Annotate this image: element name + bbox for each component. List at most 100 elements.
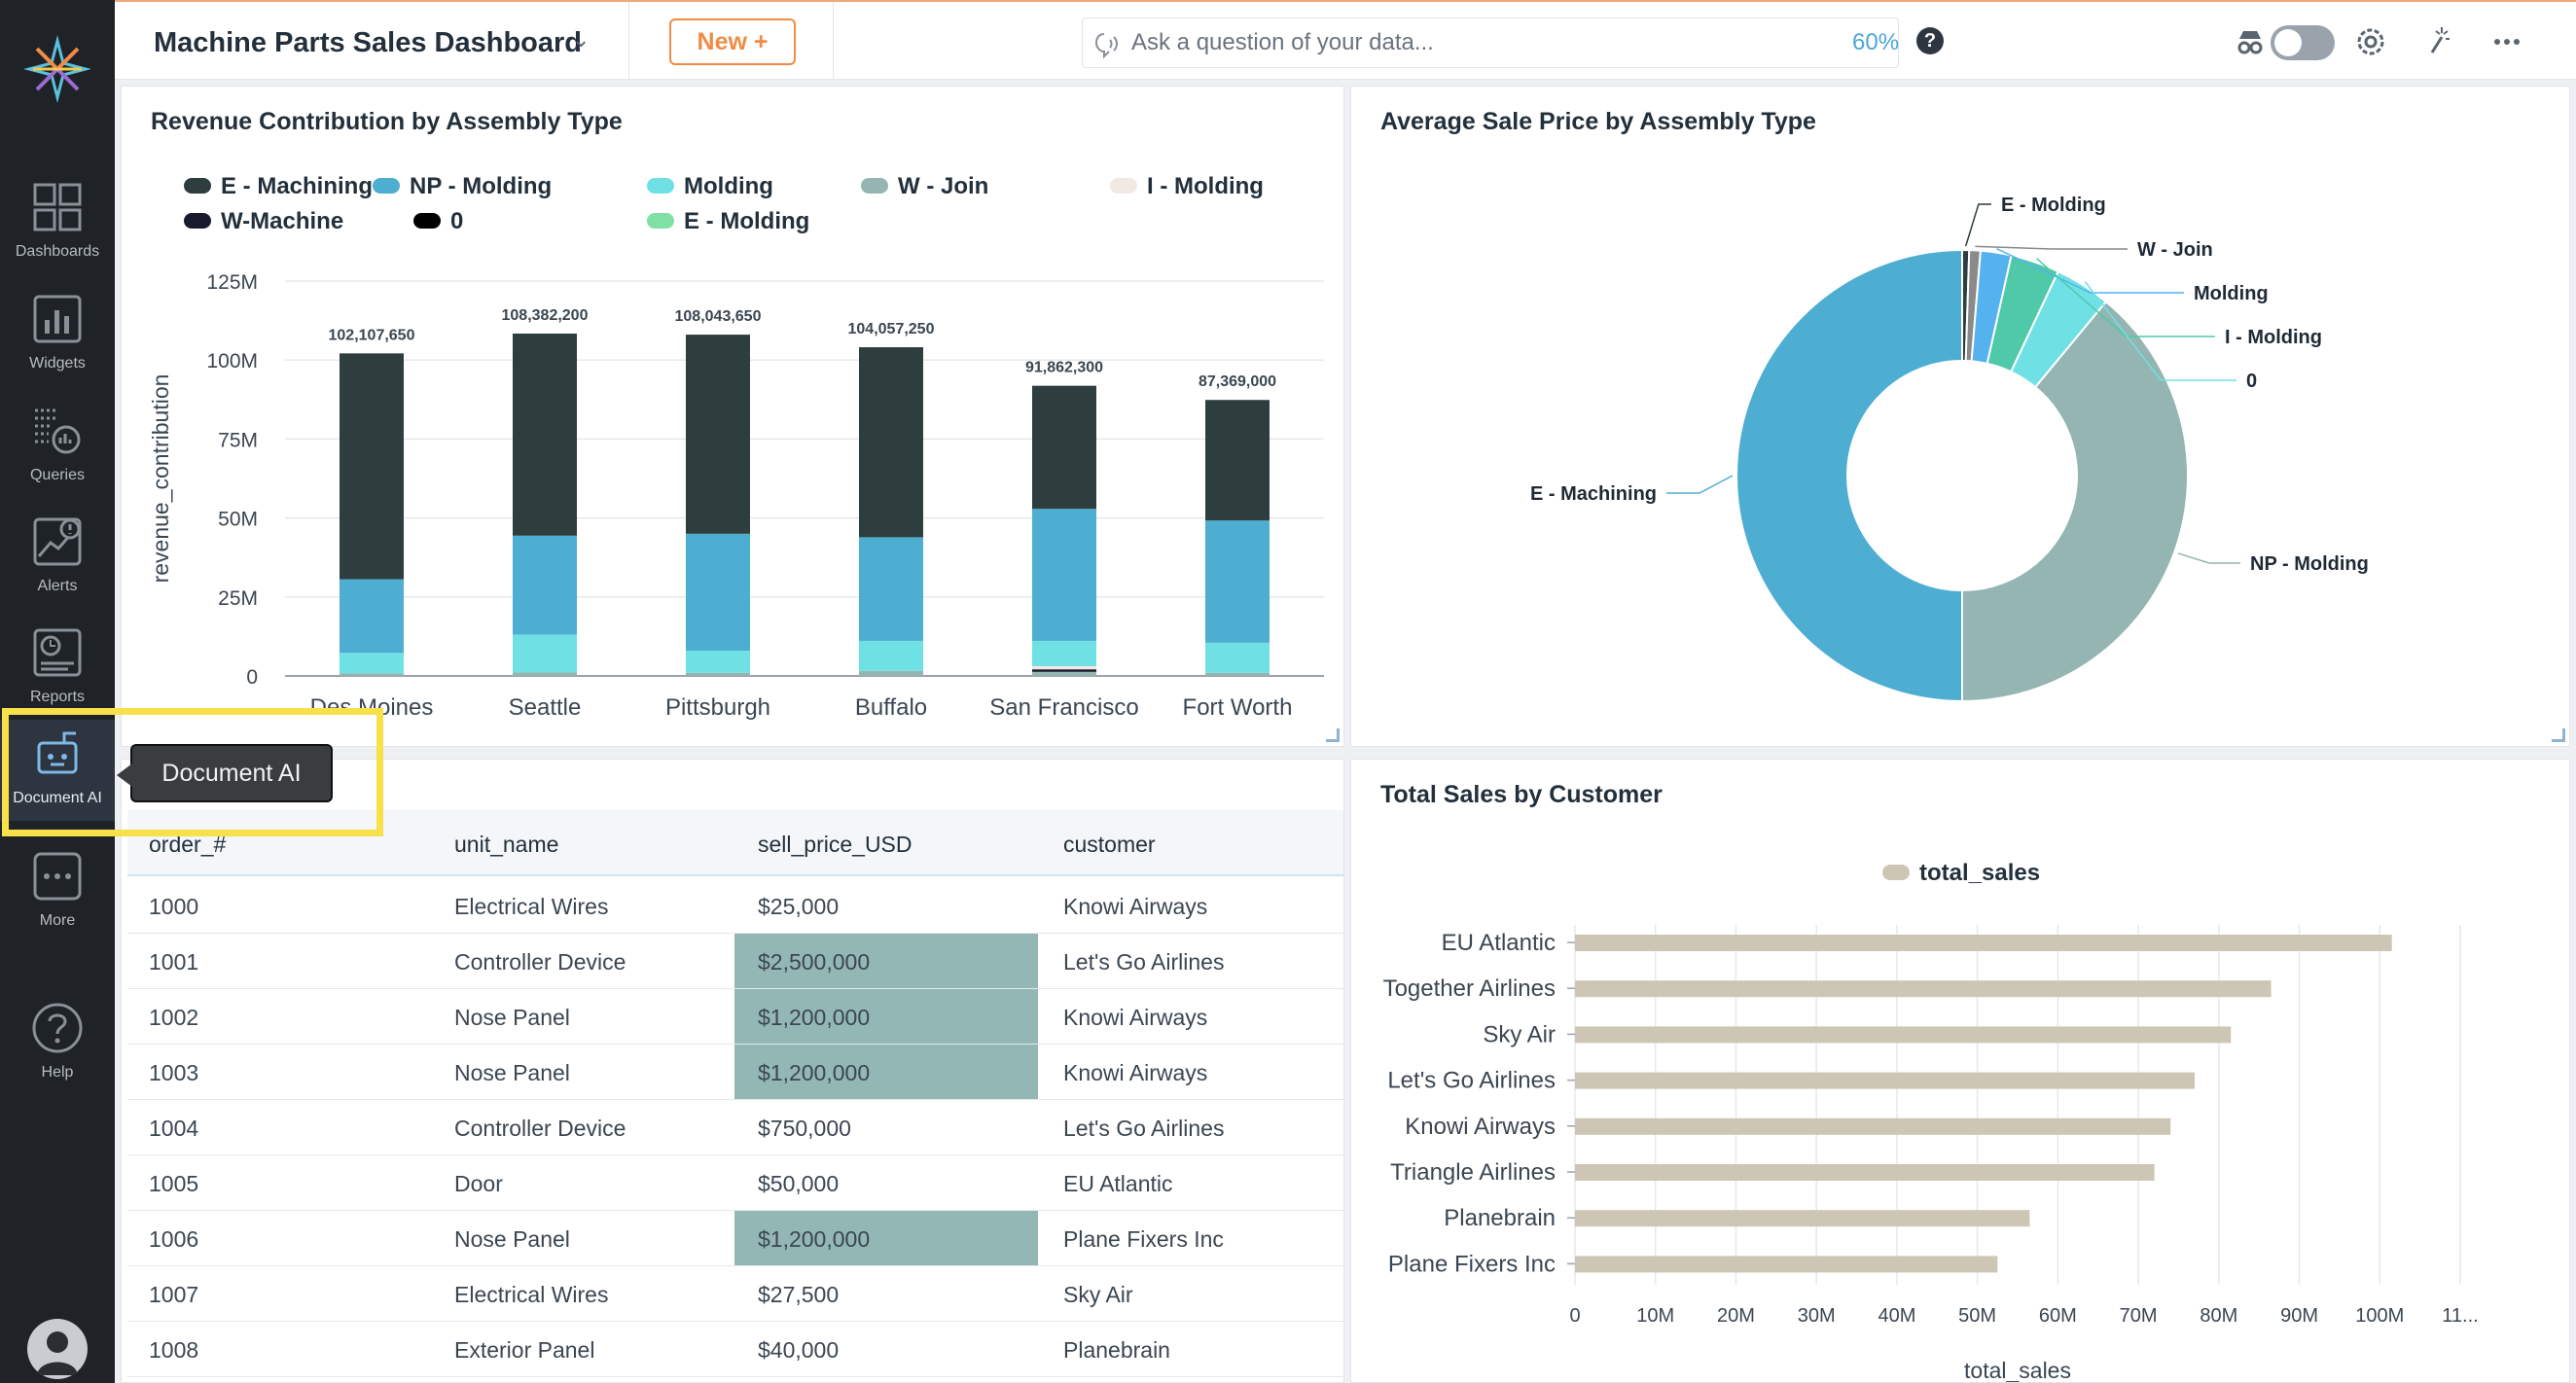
x-tick-label: 30M [1798,1305,1836,1327]
panel-title: Revenue Contribution by Assembly Type [151,108,623,135]
bar-segment [859,670,923,676]
x-tick-label: Fort Worth [1183,694,1293,721]
magic-wand-icon[interactable] [2420,23,2457,60]
knowi-logo[interactable] [23,35,91,103]
new-button[interactable]: New + [669,18,796,65]
bar-segment [1032,671,1096,676]
table-row[interactable]: 1007 Electrical Wires $27,500 Sky Air [127,1266,1343,1322]
sidebar-label: More [39,912,76,929]
table-row[interactable]: 1004 Controller Device $750,000 Let's Go Ai… [127,1100,1343,1155]
column-header[interactable]: unit_name [454,832,559,857]
data-label: 104,057,250 [848,321,935,337]
highlighted-cell [734,1211,1038,1265]
table-cell: Plane Fixers Inc [1063,1226,1224,1252]
table-cell: Electrical Wires [454,894,609,919]
table-row[interactable]: 1006 Nose Panel $1,200,000 Plane Fixers Inc [127,1211,1343,1266]
x-tick-label: 50M [1958,1305,1996,1327]
highlight-box [2,708,383,836]
table-row[interactable]: 1002 Nose Panel $1,200,000 Knowi Airways [127,989,1343,1045]
table-row[interactable]: 1008 Exterior Panel $40,000 Planebrain [127,1322,1343,1377]
bar-segment [340,673,404,676]
table-cell: Nose Panel [454,1005,570,1030]
bar-segment [686,651,750,673]
slice-label: E - Machining [1530,483,1657,505]
ask-question-box[interactable] [1082,18,1899,68]
slice-label: I - Molding [2225,327,2322,348]
table-cell: Planebrain [1063,1337,1170,1363]
voice-icon[interactable] [1092,30,1122,59]
x-tick-label: 70M [2120,1305,2158,1327]
table-cell: 1005 [149,1171,199,1196]
table-row[interactable]: 1003 Nose Panel $1,200,000 Knowi Airways [127,1045,1343,1100]
resize-handle[interactable] [1326,728,1340,742]
table-cell: 1006 [149,1226,199,1252]
chevron-down-icon[interactable]: ⌄ [572,27,590,52]
table-cell: 1003 [149,1060,199,1085]
table-cell: EU Atlantic [1063,1171,1173,1196]
donut-slice [1961,300,2189,703]
leader-line [2035,258,2215,337]
bar-segment [340,353,404,580]
sidebar-item-widgets[interactable]: Widgets [0,285,115,392]
sidebar-item-alerts[interactable]: Alerts [0,508,115,615]
bar-segment [513,634,577,673]
table-cell: Sky Air [1063,1282,1133,1307]
sidebar: Dashboards Widgets Queries Alerts Report… [0,0,115,1383]
help-icon [32,1003,83,1053]
slice-label: Molding [2194,283,2269,304]
legend-label: 0 [450,208,463,234]
table-header: order_# unit_name sell_price_USD custome… [127,810,1343,876]
y-axis-label: revenue_contribution [148,374,173,584]
highlighted-cell [734,1045,1038,1099]
legend-label: W-Machine [221,208,343,234]
resize-handle[interactable] [2552,728,2565,742]
table-row[interactable]: 1005 Door $50,000 EU Atlantic [127,1155,1343,1211]
legend-swatch [373,178,400,194]
table-cell: Let's Go Airlines [1063,1116,1225,1141]
gear-icon[interactable] [2352,23,2389,60]
sidebar-item-more[interactable]: More [0,842,115,949]
y-tick-label: 100M [206,350,258,372]
avatar[interactable] [27,1319,88,1379]
sidebar-item-help[interactable]: Help [0,994,115,1101]
x-tick-label: 0 [1569,1305,1580,1327]
slice-label: 0 [2246,371,2257,392]
sidebar-item-document-ai[interactable]: Document AI [0,720,115,821]
help-circle-icon[interactable]: ? [1916,27,1944,54]
sidebar-item-dashboards[interactable]: Dashboards [0,173,115,280]
x-tick-label: San Francisco [989,694,1138,721]
orders-table-panel: order_# unit_name sell_price_USD custome… [121,759,1344,1383]
dashboard-title[interactable]: Machine Parts Sales Dashboard [154,27,582,58]
x-tick-label: Des Moines [310,694,434,721]
x-tick-label: 40M [1878,1305,1915,1327]
column-header[interactable]: sell_price_USD [758,832,912,857]
x-tick-label: 80M [2200,1305,2237,1327]
sidebar-item-queries[interactable]: Queries [0,397,115,504]
table-row[interactable]: 1000 Electrical Wires $25,000 Knowi Airways [127,878,1343,934]
y-tick-label: Let's Go Airlines [1387,1068,1556,1094]
table-cell: 1004 [149,1116,199,1141]
column-header[interactable]: customer [1063,832,1156,857]
zoom-level[interactable]: 60% [1852,29,1900,55]
more-options-icon[interactable] [2488,23,2525,60]
table-cell: Knowi Airways [1063,1060,1208,1085]
y-tick-label: Sky Air [1483,1021,1556,1047]
bar [1575,980,2272,998]
incognito-icon[interactable] [2232,23,2269,60]
ask-question-input[interactable] [1131,28,1793,57]
mode-toggle[interactable] [2271,25,2335,60]
table-row[interactable]: 1001 Controller Device $2,500,000 Let's Go … [127,934,1343,989]
x-tick-label: 10M [1636,1305,1674,1327]
leader-line [1964,203,1991,247]
donut-chart: E - Molding W - Join Molding I - Molding 0 NP… [1530,195,2369,703]
data-label: 91,862,300 [1025,360,1103,376]
sidebar-item-reports[interactable]: Reports [0,619,115,726]
x-axis-label: total_sales [1964,1358,2071,1383]
table-cell: Controller Device [454,949,626,975]
bar-segment [1032,509,1096,641]
legend-swatch [647,213,674,229]
divider [833,2,834,80]
y-tick-label: 0 [246,666,258,689]
alerts-icon [33,517,82,566]
sidebar-label: Dashboards [15,243,100,260]
